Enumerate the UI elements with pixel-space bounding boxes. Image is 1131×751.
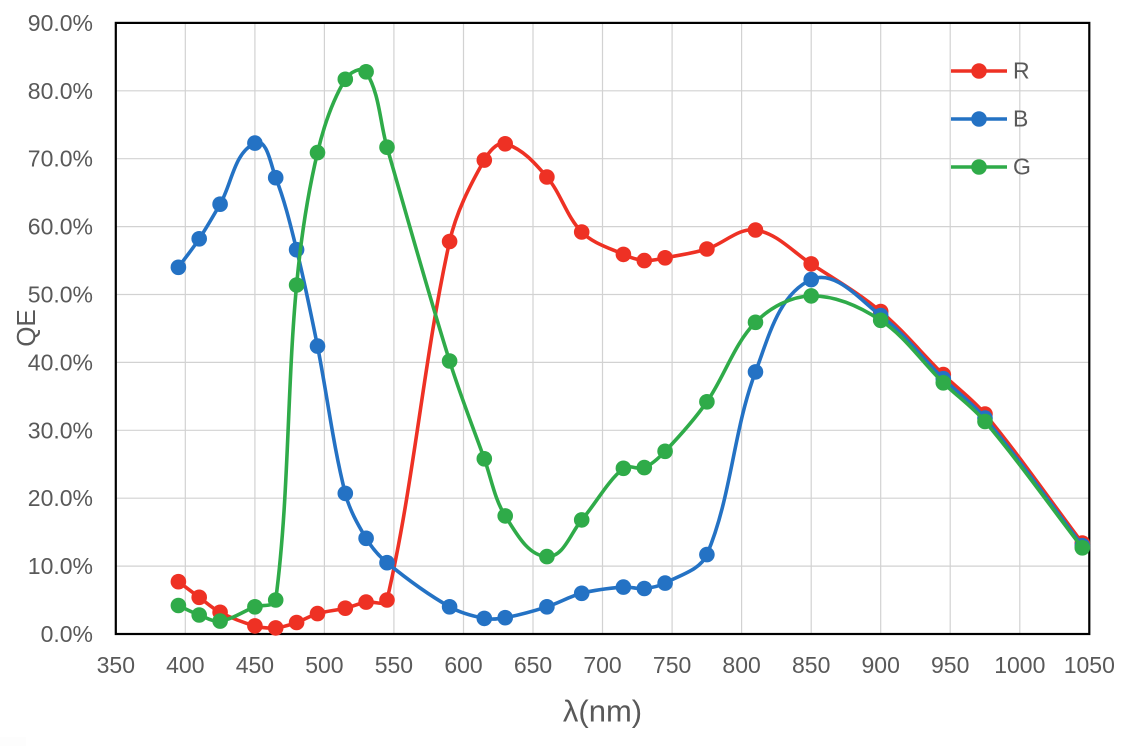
svg-text:10.0%: 10.0% bbox=[28, 553, 93, 579]
svg-text:800: 800 bbox=[722, 652, 760, 678]
svg-text:400: 400 bbox=[166, 652, 204, 678]
svg-text:80.0%: 80.0% bbox=[28, 78, 93, 104]
svg-text:50.0%: 50.0% bbox=[28, 282, 93, 308]
svg-text:R: R bbox=[1013, 58, 1030, 84]
svg-text:0.0%: 0.0% bbox=[41, 621, 93, 647]
svg-text:600: 600 bbox=[444, 652, 482, 678]
svg-text:450: 450 bbox=[236, 652, 274, 678]
svg-text:350: 350 bbox=[97, 652, 135, 678]
svg-text:60.0%: 60.0% bbox=[28, 214, 93, 240]
svg-text:λ(nm): λ(nm) bbox=[563, 694, 642, 729]
svg-text:950: 950 bbox=[931, 652, 969, 678]
svg-text:G: G bbox=[1013, 154, 1031, 180]
svg-text:850: 850 bbox=[792, 652, 830, 678]
svg-text:90.0%: 90.0% bbox=[28, 10, 93, 36]
svg-text:30.0%: 30.0% bbox=[28, 417, 93, 443]
svg-text:500: 500 bbox=[305, 652, 343, 678]
svg-text:QE: QE bbox=[11, 309, 41, 347]
svg-text:40.0%: 40.0% bbox=[28, 349, 93, 375]
svg-text:B: B bbox=[1013, 106, 1028, 132]
svg-text:700: 700 bbox=[583, 652, 621, 678]
svg-text:900: 900 bbox=[862, 652, 900, 678]
svg-text:20.0%: 20.0% bbox=[28, 485, 93, 511]
svg-text:650: 650 bbox=[514, 652, 552, 678]
svg-text:750: 750 bbox=[653, 652, 691, 678]
svg-text:70.0%: 70.0% bbox=[28, 146, 93, 172]
svg-text:550: 550 bbox=[375, 652, 413, 678]
svg-text:1050: 1050 bbox=[1064, 652, 1115, 678]
svg-text:1000: 1000 bbox=[994, 652, 1045, 678]
